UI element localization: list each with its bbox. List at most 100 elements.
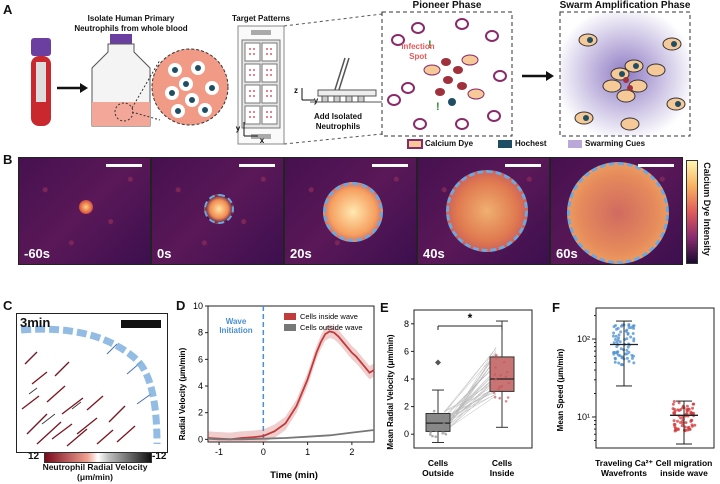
chart-e-point — [494, 378, 498, 381]
velocity-colorbar — [44, 452, 152, 463]
chart-f-point — [693, 423, 697, 427]
chart-e-pair-line — [443, 358, 497, 429]
legend-inside-label: Cells inside wave — [300, 312, 358, 321]
chart-e-significance: * — [468, 311, 473, 325]
chart-e-point — [504, 400, 508, 403]
chart-e-axes: 0 2 4 6 8 — [404, 309, 533, 449]
legend-outside-label: Cells outside wave — [300, 323, 363, 332]
chart-f-point — [686, 408, 690, 412]
chart-e-point — [506, 396, 510, 399]
chart-e-pair-line — [443, 365, 497, 417]
chart-f-point — [673, 422, 677, 426]
chart-d-ytick-label: 2 — [198, 408, 203, 418]
chart-f-point — [690, 418, 694, 422]
chart-f-point — [612, 331, 616, 335]
chart-f-point — [625, 352, 629, 356]
chart-f-frame — [595, 307, 715, 449]
chart-f-point — [612, 352, 616, 356]
isolate-text-2: Neutrophils from whole blood — [74, 24, 188, 33]
chart-f-point — [691, 406, 695, 410]
chart-f-cat-2-line2: inside wave — [660, 468, 708, 478]
chart-f-point — [618, 340, 622, 344]
chart-e-outlier — [435, 359, 441, 366]
legend-hochest-swatch-icon — [498, 140, 512, 148]
neutrophil-magnified-icon — [151, 48, 229, 126]
chart-e-point — [500, 385, 504, 388]
chart-f-point — [619, 347, 623, 351]
side-view-slide-icon — [310, 89, 384, 103]
chart-f-point — [620, 355, 624, 359]
chart-f-point — [629, 326, 633, 330]
chart-f-point — [676, 427, 680, 431]
chart-f-point — [613, 360, 617, 364]
chart-e-pair-line — [443, 353, 497, 413]
chart-e-ytick-label: 2 — [404, 402, 409, 412]
chart-f-point — [686, 428, 690, 432]
chart-f-ylabel: Mean Speed (μm/min) — [556, 348, 565, 431]
chart-e-point — [499, 374, 502, 377]
legend-hochest-label: Hochest — [515, 139, 547, 148]
chart-e-cat-2-line2: Inside — [490, 468, 515, 478]
chart-f-point — [631, 332, 635, 336]
chart-e-pair-line — [443, 381, 497, 412]
chart-f-point — [632, 361, 636, 365]
frame-time-label: 0s — [157, 246, 172, 261]
legend-swarming-swatch-icon — [568, 140, 582, 148]
chart-e-point — [497, 387, 501, 391]
chart-f-point — [681, 406, 685, 410]
chart-e-point — [504, 375, 508, 379]
bottle-icon — [91, 34, 151, 127]
chart-f-point — [616, 326, 620, 330]
chart-e-point — [502, 360, 506, 364]
chart-f-point — [672, 411, 676, 415]
legend-outside-swatch-icon — [284, 324, 296, 331]
chart-f-point — [627, 322, 631, 326]
chart-f-point — [613, 337, 617, 341]
chart-e-marks — [425, 320, 515, 443]
chart-f-point — [679, 416, 683, 420]
target-patterns-text: Target Patterns — [231, 14, 291, 23]
chart-e-pair-line — [443, 354, 497, 425]
isolate-text-1: Isolate Human Primary — [87, 14, 175, 23]
chart-f-point — [620, 363, 624, 367]
chart-f-point — [615, 351, 619, 355]
swarm-phase-title: Swarm Amplification Phase — [559, 0, 691, 11]
chart-f-point — [672, 419, 676, 423]
chart-e-point — [498, 396, 501, 400]
chart-d: -1 0 1 2 0 2 4 6 8 10 Time (min) Radial Velocity … — [178, 301, 375, 481]
chart-e-point — [429, 419, 432, 423]
chart-d-ytick-label: 10 — [193, 301, 203, 311]
chart-d-axes: -1 0 1 2 0 2 4 6 8 10 — [193, 301, 375, 457]
chart-e-point — [436, 418, 439, 422]
chart-f-point — [677, 401, 681, 405]
frame-time-label: 60s — [556, 246, 578, 261]
chart-f-point — [626, 345, 630, 349]
chart-f-marks — [610, 320, 698, 445]
chart-e-ytick-label: 0 — [404, 429, 409, 439]
chart-f-point — [630, 356, 634, 360]
chart-f-cat-1-line2: Wavefronts — [601, 468, 647, 478]
chart-f-point — [671, 407, 675, 411]
panel-label-d: D — [176, 298, 186, 313]
chart-f-point — [684, 428, 688, 432]
chart-f-ytick-label: 10² — [577, 334, 590, 344]
chart-e-pair-line — [443, 375, 497, 425]
chart-e-point — [439, 415, 443, 418]
chart-f-cat-1-line1: Traveling Ca²⁺ — [595, 458, 653, 468]
chart-d-ytick-label: 8 — [198, 328, 203, 338]
chart-e-ytick-label: 6 — [404, 346, 409, 356]
legend-swarming-label: Swarming Cues — [585, 139, 646, 148]
velocity-map: 3min — [16, 313, 168, 453]
chart-e-point — [431, 434, 434, 438]
chart-e-point — [432, 409, 436, 413]
pioneer-cells: ! ! — [387, 18, 507, 130]
velocity-map-time: 3min — [20, 315, 51, 330]
chart-e-point — [442, 422, 446, 426]
chart-f-point — [630, 353, 634, 357]
panel-label-e: E — [380, 300, 389, 315]
blood-tube-icon — [31, 38, 51, 126]
velocity-cb-min: 12 — [28, 451, 40, 462]
chart-d-xtick-label: 1 — [305, 447, 310, 457]
chart-d-ytick-label: 4 — [198, 381, 203, 391]
frame-time-label: 20s — [290, 246, 312, 261]
